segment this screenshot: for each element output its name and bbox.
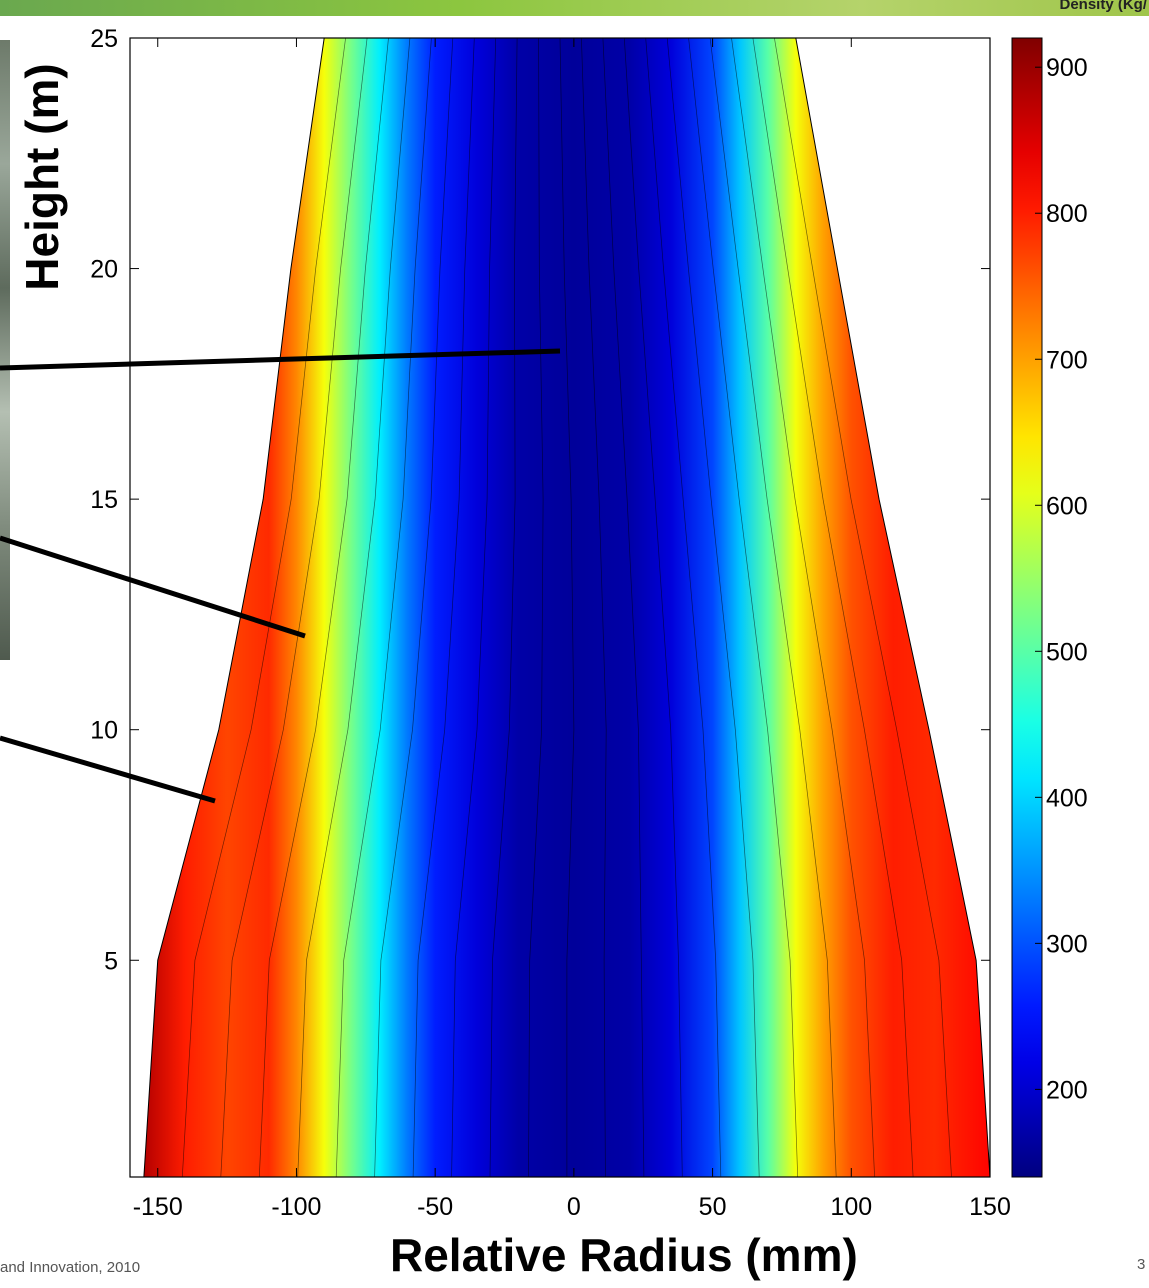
annotation-line bbox=[0, 348, 561, 371]
y-axis-label: Height (m) bbox=[16, 63, 68, 291]
x-axis-label: Relative Radius (mm) bbox=[390, 1229, 858, 1281]
photo-strip-image bbox=[0, 40, 10, 660]
colorbar-tick-label: 300 bbox=[1046, 930, 1088, 958]
axes: -150 -100 -50 0 50 100 150 5 10 15 20 25 bbox=[90, 25, 1011, 1216]
contour-line bbox=[374, 38, 454, 1177]
plot-area bbox=[130, 37, 991, 1178]
x-tick-label: -50 bbox=[417, 1193, 453, 1216]
axes-frame bbox=[129, 37, 991, 1178]
colorbar-tick-label: 600 bbox=[1046, 492, 1088, 520]
colorbar-tick-label: 400 bbox=[1046, 784, 1088, 812]
contour-line bbox=[774, 38, 952, 1177]
footer-text: and Innovation, 2010 bbox=[0, 1259, 141, 1276]
colorbar: 200 300 400 500 600 700 800 900 bbox=[1011, 37, 1088, 1178]
contour-line bbox=[645, 38, 722, 1177]
colorbar-tick-label: 700 bbox=[1046, 346, 1088, 374]
y-tick-label: 10 bbox=[90, 717, 118, 745]
x-tick-label: 0 bbox=[567, 1193, 581, 1216]
annotation-lines bbox=[0, 348, 561, 804]
x-tick-label: 150 bbox=[969, 1193, 1011, 1216]
contour-line bbox=[528, 38, 544, 1177]
colorbar-tick-label: 900 bbox=[1046, 54, 1088, 82]
colorbar-scale bbox=[1011, 37, 1043, 1178]
contour-line bbox=[752, 38, 914, 1177]
contour-line bbox=[258, 38, 389, 1177]
colorbar-tick-label: 800 bbox=[1046, 200, 1088, 228]
colorbar-tick-label: 200 bbox=[1046, 1076, 1088, 1104]
contour-line bbox=[220, 38, 368, 1177]
y-tick-label: 20 bbox=[90, 256, 118, 284]
contour-line bbox=[335, 38, 432, 1177]
contour-line bbox=[559, 38, 575, 1177]
page-number: 3 bbox=[1137, 1256, 1146, 1273]
contour-line bbox=[489, 38, 518, 1177]
contour-line bbox=[623, 38, 683, 1177]
header-label: Density (Kg/ bbox=[1059, 0, 1147, 13]
x-tick-label: -150 bbox=[133, 1193, 183, 1216]
x-tick-label: 50 bbox=[699, 1193, 727, 1216]
contour-lines bbox=[181, 38, 952, 1177]
contour-line bbox=[581, 38, 607, 1177]
y-tick-label: 15 bbox=[90, 486, 118, 514]
annotation-line bbox=[0, 535, 306, 639]
contour-line bbox=[709, 38, 837, 1177]
annotation-line bbox=[0, 735, 216, 804]
density-contour-chart: -150 -100 -50 0 50 100 150 5 10 15 20 25 200 300 400 5… bbox=[0, 25, 1088, 1216]
y-tick-label: 25 bbox=[90, 25, 118, 53]
colorbar-tick-label: 500 bbox=[1046, 638, 1088, 666]
contour-line bbox=[181, 38, 346, 1177]
header-bar: Density (Kg/ bbox=[0, 0, 1149, 16]
contour-line bbox=[688, 38, 799, 1177]
contour-line bbox=[731, 38, 875, 1177]
contour-line bbox=[666, 38, 760, 1177]
contour-line bbox=[451, 38, 497, 1177]
y-tick-label: 5 bbox=[104, 947, 118, 975]
contour-line bbox=[297, 38, 411, 1177]
contour-line bbox=[412, 38, 475, 1177]
x-tick-label: -100 bbox=[271, 1193, 321, 1216]
x-tick-label: 100 bbox=[830, 1193, 872, 1216]
contour-line bbox=[602, 38, 645, 1177]
